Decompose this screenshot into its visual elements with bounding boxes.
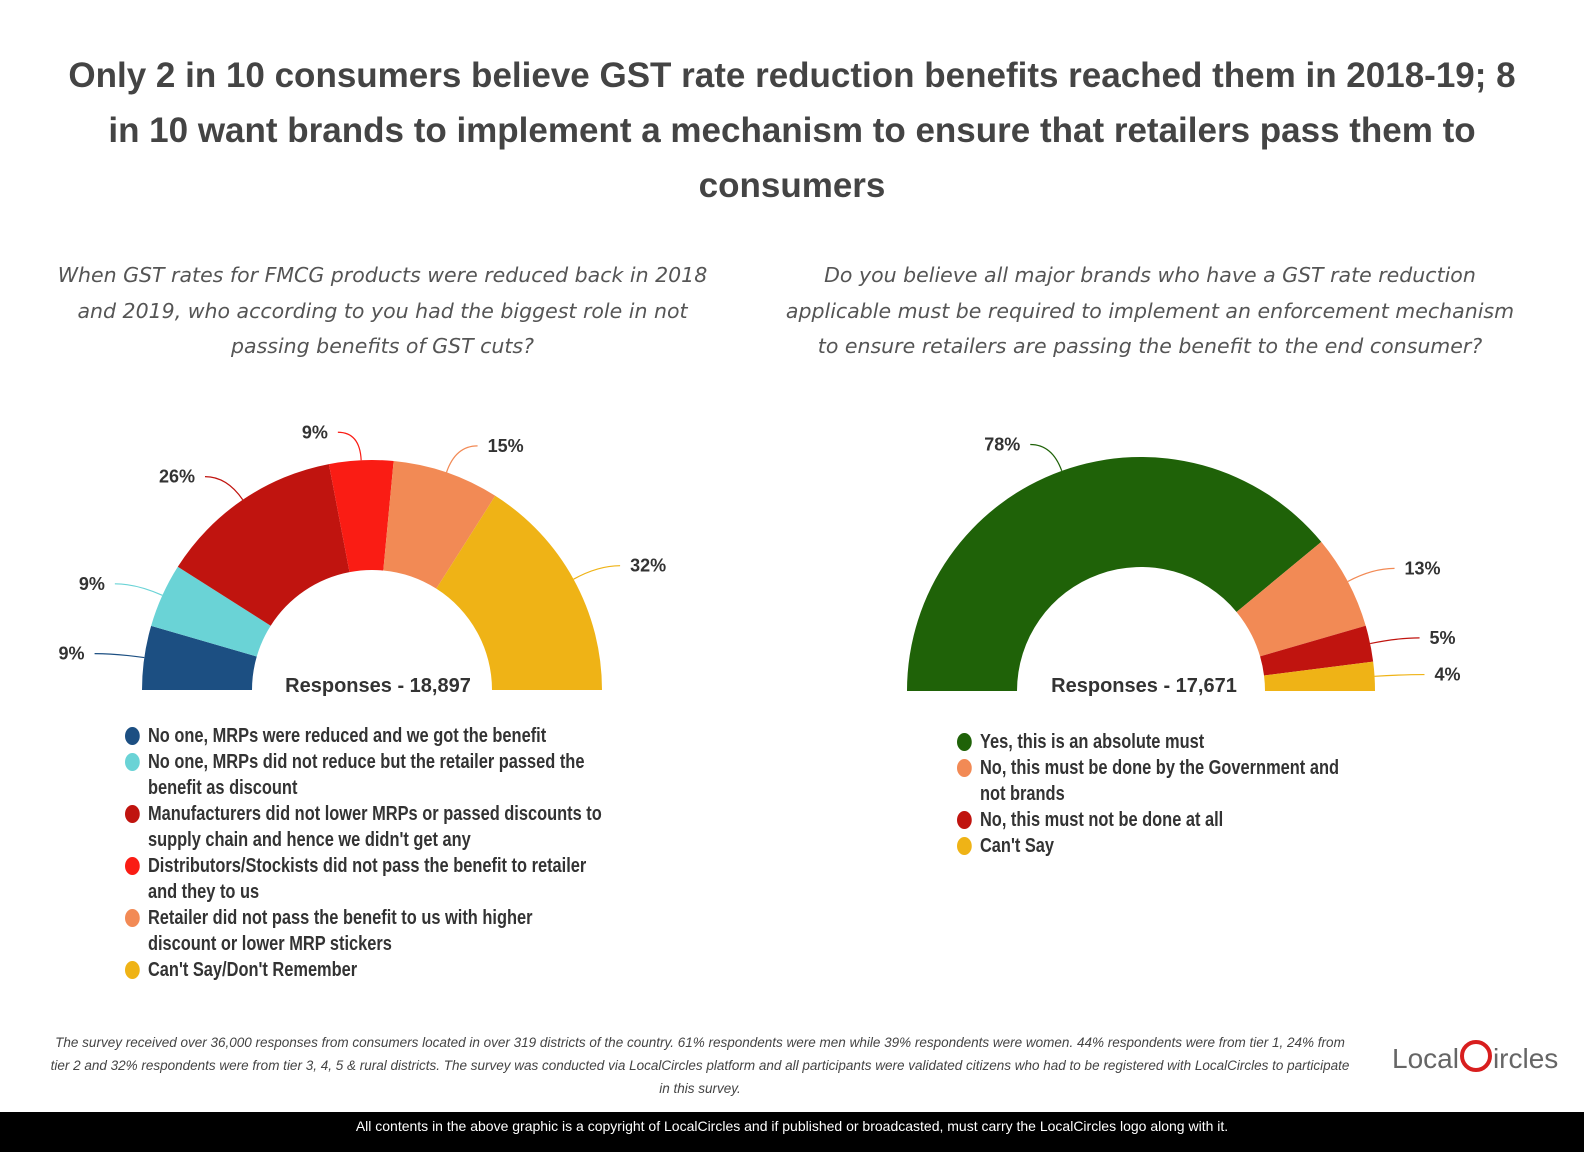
legend-marker	[125, 857, 140, 875]
annotation: Responses - 17,671	[1051, 675, 1237, 697]
leader-line	[94, 653, 145, 659]
value-label: 13%	[1405, 558, 1441, 578]
leader-line	[1374, 673, 1425, 677]
value-label: 15%	[488, 436, 524, 456]
pie-segment	[1236, 541, 1366, 657]
logo: Local ircles	[1392, 1040, 1558, 1075]
legend: Yes, this is an absolute must No, this mu…	[957, 729, 1342, 859]
value-label: 4%	[1434, 665, 1460, 685]
legend-item: Can't Say	[957, 833, 1342, 859]
value-label: 9%	[79, 574, 105, 594]
leader-line	[204, 476, 244, 501]
pie-segment	[436, 495, 602, 690]
legend-label: Can't Say/Don't Remember	[147, 959, 358, 981]
legend-label: Manufacturers did not lower MRPs or pass…	[147, 803, 602, 851]
value-label: 32%	[630, 556, 666, 576]
footnote: The survey received over 36,000 response…	[50, 1035, 1350, 1096]
legend-label: No one, MRPs did not reduce but the reta…	[147, 751, 585, 799]
legend-label: No one, MRPs were reduced and we got the…	[147, 725, 547, 747]
legend-label: Retailer did not pass the benefit to us …	[147, 907, 533, 955]
legend-marker	[957, 811, 972, 829]
leader-line	[1030, 443, 1063, 472]
value-label: 5%	[1430, 628, 1456, 648]
legend-label: Distributors/Stockists did not pass the …	[147, 855, 587, 903]
legend-marker	[125, 727, 140, 745]
legend-item: No one, MRPs did not reduce but the reta…	[125, 749, 605, 801]
pie-segment	[177, 464, 350, 626]
legend-item: Yes, this is an absolute must	[957, 729, 1342, 755]
annotation: Responses - 18,897	[285, 675, 471, 697]
legend-marker	[125, 753, 140, 771]
value-label: 9%	[59, 644, 85, 664]
title: Only 2 in 10 consumers believe GST rate …	[68, 56, 1516, 205]
legend-marker	[957, 733, 972, 751]
pie-segment	[142, 625, 257, 690]
leader-line	[1370, 637, 1420, 645]
legend-label: Yes, this is an absolute must	[979, 731, 1205, 753]
legend-marker	[957, 837, 972, 855]
legend-label: Can't Say	[979, 835, 1055, 857]
leader-line	[114, 583, 163, 596]
legend-item: Can't Say/Don't Remember	[125, 957, 605, 983]
logo-icon	[1459, 1040, 1492, 1072]
legend-marker	[957, 759, 972, 777]
pie-segment	[151, 566, 271, 657]
logo-text: ircles	[1492, 1043, 1559, 1074]
legend-marker	[125, 805, 140, 823]
legend-item: No, this must not be done at all	[957, 807, 1342, 833]
copyright: All contents in the above graphic is a c…	[0, 1112, 1584, 1152]
value-label: 26%	[159, 467, 195, 487]
subtitle: Do you believe all major brands who have…	[785, 263, 1515, 358]
pie-segment	[1260, 625, 1374, 676]
subtitle: When GST rates for FMCG products were re…	[57, 263, 708, 358]
leader-line	[445, 445, 478, 473]
pie-segment	[383, 461, 496, 589]
pie-segment	[328, 460, 394, 573]
charts: 9% 9% 26% 9% 15% 32% Responses - 18,897 78% 13% 5…	[59, 422, 1461, 697]
leader-line	[337, 431, 362, 461]
value-label: 78%	[984, 434, 1020, 454]
legend-label: No, this must not be done at all	[979, 809, 1224, 831]
legend-item: No one, MRPs were reduced and we got the…	[125, 723, 605, 749]
legend-item: No, this must be done by the Government …	[957, 755, 1342, 807]
legend-marker	[125, 909, 140, 927]
value-label: 9%	[302, 422, 328, 442]
legend-label: No, this must be done by the Government …	[979, 757, 1339, 805]
pie-segment	[907, 457, 1322, 691]
legend-item: Manufacturers did not lower MRPs or pass…	[125, 801, 605, 853]
legend-item: Distributors/Stockists did not pass the …	[125, 853, 605, 905]
leader-line	[1347, 567, 1395, 583]
pie-segment	[1264, 661, 1375, 691]
legend: No one, MRPs were reduced and we got the…	[125, 723, 605, 983]
legend-item: Retailer did not pass the benefit to us …	[125, 905, 605, 957]
logo-text: Local	[1392, 1043, 1459, 1074]
legend-marker	[125, 961, 140, 979]
leader-line	[573, 565, 621, 580]
